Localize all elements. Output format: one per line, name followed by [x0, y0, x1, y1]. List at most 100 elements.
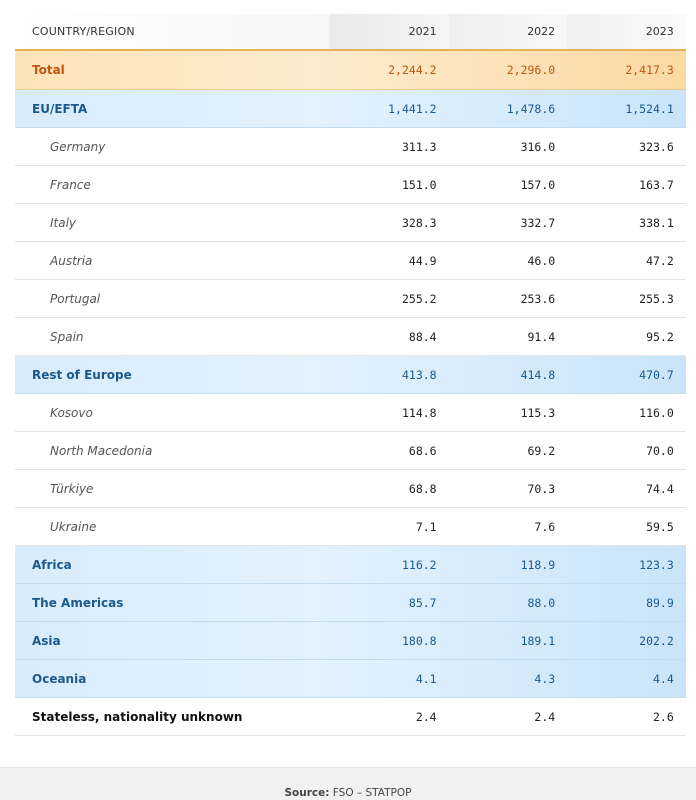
- table-row: Italy 328.3 332.7 338.1: [15, 204, 686, 242]
- table-header: COUNTRY/REGION 2021 2022 2023: [15, 14, 686, 51]
- row-value: 115.3: [520, 405, 556, 420]
- row-value: 70.0: [646, 443, 674, 458]
- row-label: Türkiye: [50, 481, 94, 496]
- row-label: Africa: [32, 557, 72, 572]
- row-value: 118.9: [520, 557, 556, 572]
- table-row: Asia 180.8 189.1 202.2: [15, 622, 686, 660]
- source-label: Source:: [284, 787, 330, 799]
- row-value: 68.8: [408, 481, 437, 496]
- row-value: 253.6: [520, 291, 556, 306]
- row-label: France: [50, 177, 91, 192]
- row-value: 114.8: [401, 405, 437, 420]
- table-row: Portugal 255.2 253.6 255.3: [15, 280, 686, 318]
- table-row: Ukraine 7.1 7.6 59.5: [15, 508, 686, 546]
- row-label: Italy: [50, 215, 77, 230]
- row-label: Total: [32, 63, 65, 77]
- row-value: 7.1: [415, 519, 437, 534]
- row-label: Ukraine: [50, 519, 97, 534]
- table-row: Stateless, nationality unknown 2.4 2.4 2.6: [15, 698, 686, 736]
- row-label: Portugal: [50, 291, 101, 306]
- source-footer: Source: FSO – STATPOP: [0, 767, 696, 800]
- row-value: 157.0: [520, 177, 556, 192]
- row-value: 414.8: [520, 367, 556, 382]
- row-value: 95.2: [646, 329, 674, 344]
- row-label: Kosovo: [50, 405, 93, 420]
- row-value: 89.9: [646, 595, 674, 610]
- table-row: France 151.0 157.0 163.7: [15, 166, 686, 204]
- row-value: 116.2: [401, 557, 437, 572]
- row-value: 123.3: [639, 557, 674, 572]
- table-row: Total 2,244.2 2,296.0 2,417.3: [15, 51, 686, 90]
- table-row: The Americas 85.7 88.0 89.9: [15, 584, 686, 622]
- table-row: Rest of Europe 413.8 414.8 470.7: [15, 356, 686, 394]
- row-value: 311.3: [401, 139, 437, 154]
- row-value: 88.4: [408, 329, 437, 344]
- table-row: Germany 311.3 316.0 323.6: [15, 128, 686, 166]
- row-value: 1,478.6: [506, 101, 556, 116]
- row-value: 46.0: [527, 253, 556, 268]
- row-label: Stateless, nationality unknown: [32, 709, 243, 724]
- row-value: 70.3: [527, 481, 556, 496]
- table-body: Total 2,244.2 2,296.0 2,417.3 EU/EFTA 1,441.2…: [15, 51, 686, 736]
- row-value: 338.1: [639, 215, 674, 230]
- table-row: Kosovo 114.8 115.3 116.0: [15, 394, 686, 432]
- row-value: 316.0: [520, 139, 556, 154]
- row-value: 2,244.2: [388, 63, 437, 77]
- row-value: 69.2: [527, 443, 556, 458]
- row-value: 2.4: [415, 709, 437, 724]
- row-value: 2.4: [534, 709, 556, 724]
- row-value: 470.7: [639, 367, 674, 382]
- row-label: The Americas: [32, 595, 124, 610]
- row-value: 59.5: [646, 519, 674, 534]
- row-value: 44.9: [408, 253, 437, 268]
- row-value: 74.4: [646, 481, 674, 496]
- header-year-2022: 2022: [448, 14, 568, 49]
- header-year-2021: 2021: [330, 14, 449, 49]
- row-label: Oceania: [32, 671, 87, 686]
- row-value: 255.2: [401, 291, 437, 306]
- row-value: 68.6: [408, 443, 437, 458]
- row-value: 7.6: [534, 519, 556, 534]
- row-value: 4.3: [534, 671, 556, 686]
- table-row: Africa 116.2 118.9 123.3: [15, 546, 686, 584]
- table-row: Austria 44.9 46.0 47.2: [15, 242, 686, 280]
- row-value: 163.7: [639, 177, 674, 192]
- row-value: 1,441.2: [388, 101, 437, 116]
- row-value: 2.6: [653, 709, 674, 724]
- row-label: EU/EFTA: [32, 101, 88, 116]
- table-row: Spain 88.4 91.4 95.2: [15, 318, 686, 356]
- row-value: 323.6: [639, 139, 674, 154]
- table-row: Türkiye 68.8 70.3 74.4: [15, 470, 686, 508]
- row-value: 88.0: [527, 595, 556, 610]
- row-label: Asia: [32, 633, 61, 648]
- row-value: 151.0: [401, 177, 437, 192]
- row-value: 202.2: [639, 633, 674, 648]
- table-row: EU/EFTA 1,441.2 1,478.6 1,524.1: [15, 90, 686, 128]
- row-value: 1,524.1: [625, 101, 674, 116]
- row-value: 47.2: [646, 253, 674, 268]
- row-value: 413.8: [401, 367, 437, 382]
- row-value: 189.1: [520, 633, 556, 648]
- row-value: 332.7: [520, 215, 556, 230]
- row-label: Rest of Europe: [32, 367, 132, 382]
- row-value: 4.4: [653, 671, 674, 686]
- row-value: 4.1: [415, 671, 437, 686]
- row-value: 328.3: [401, 215, 437, 230]
- table-row: North Macedonia 68.6 69.2 70.0: [15, 432, 686, 470]
- row-value: 180.8: [401, 633, 437, 648]
- row-value: 91.4: [527, 329, 556, 344]
- row-label: Austria: [50, 253, 93, 268]
- header-year-2023: 2023: [567, 14, 686, 49]
- row-label: North Macedonia: [50, 443, 153, 458]
- data-table: COUNTRY/REGION 2021 2022 2023 Total 2,244…: [15, 14, 686, 736]
- source-text: FSO – STATPOP: [329, 787, 412, 799]
- row-value: 2,296.0: [506, 63, 556, 77]
- row-value: 255.3: [639, 291, 674, 306]
- row-label: Germany: [50, 139, 106, 154]
- row-value: 2,417.3: [625, 63, 674, 77]
- header-country-region: COUNTRY/REGION: [15, 14, 330, 49]
- row-value: 85.7: [408, 595, 437, 610]
- row-label: Spain: [50, 329, 84, 344]
- row-value: 116.0: [639, 405, 674, 420]
- table-row: Oceania 4.1 4.3 4.4: [15, 660, 686, 698]
